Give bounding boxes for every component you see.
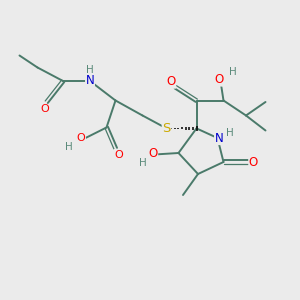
- Text: O: O: [167, 75, 176, 88]
- Text: O: O: [114, 149, 123, 160]
- Text: H: H: [226, 128, 234, 139]
- Text: O: O: [214, 73, 224, 86]
- Text: O: O: [148, 146, 158, 160]
- Text: S: S: [162, 122, 171, 135]
- Text: H: H: [139, 158, 146, 169]
- Text: O: O: [40, 104, 50, 115]
- Text: H: H: [86, 64, 94, 75]
- Text: H: H: [65, 142, 73, 152]
- Text: H: H: [229, 67, 237, 77]
- Text: N: N: [85, 74, 94, 88]
- Text: O: O: [249, 155, 258, 169]
- Text: N: N: [214, 131, 224, 145]
- Text: O: O: [76, 133, 85, 143]
